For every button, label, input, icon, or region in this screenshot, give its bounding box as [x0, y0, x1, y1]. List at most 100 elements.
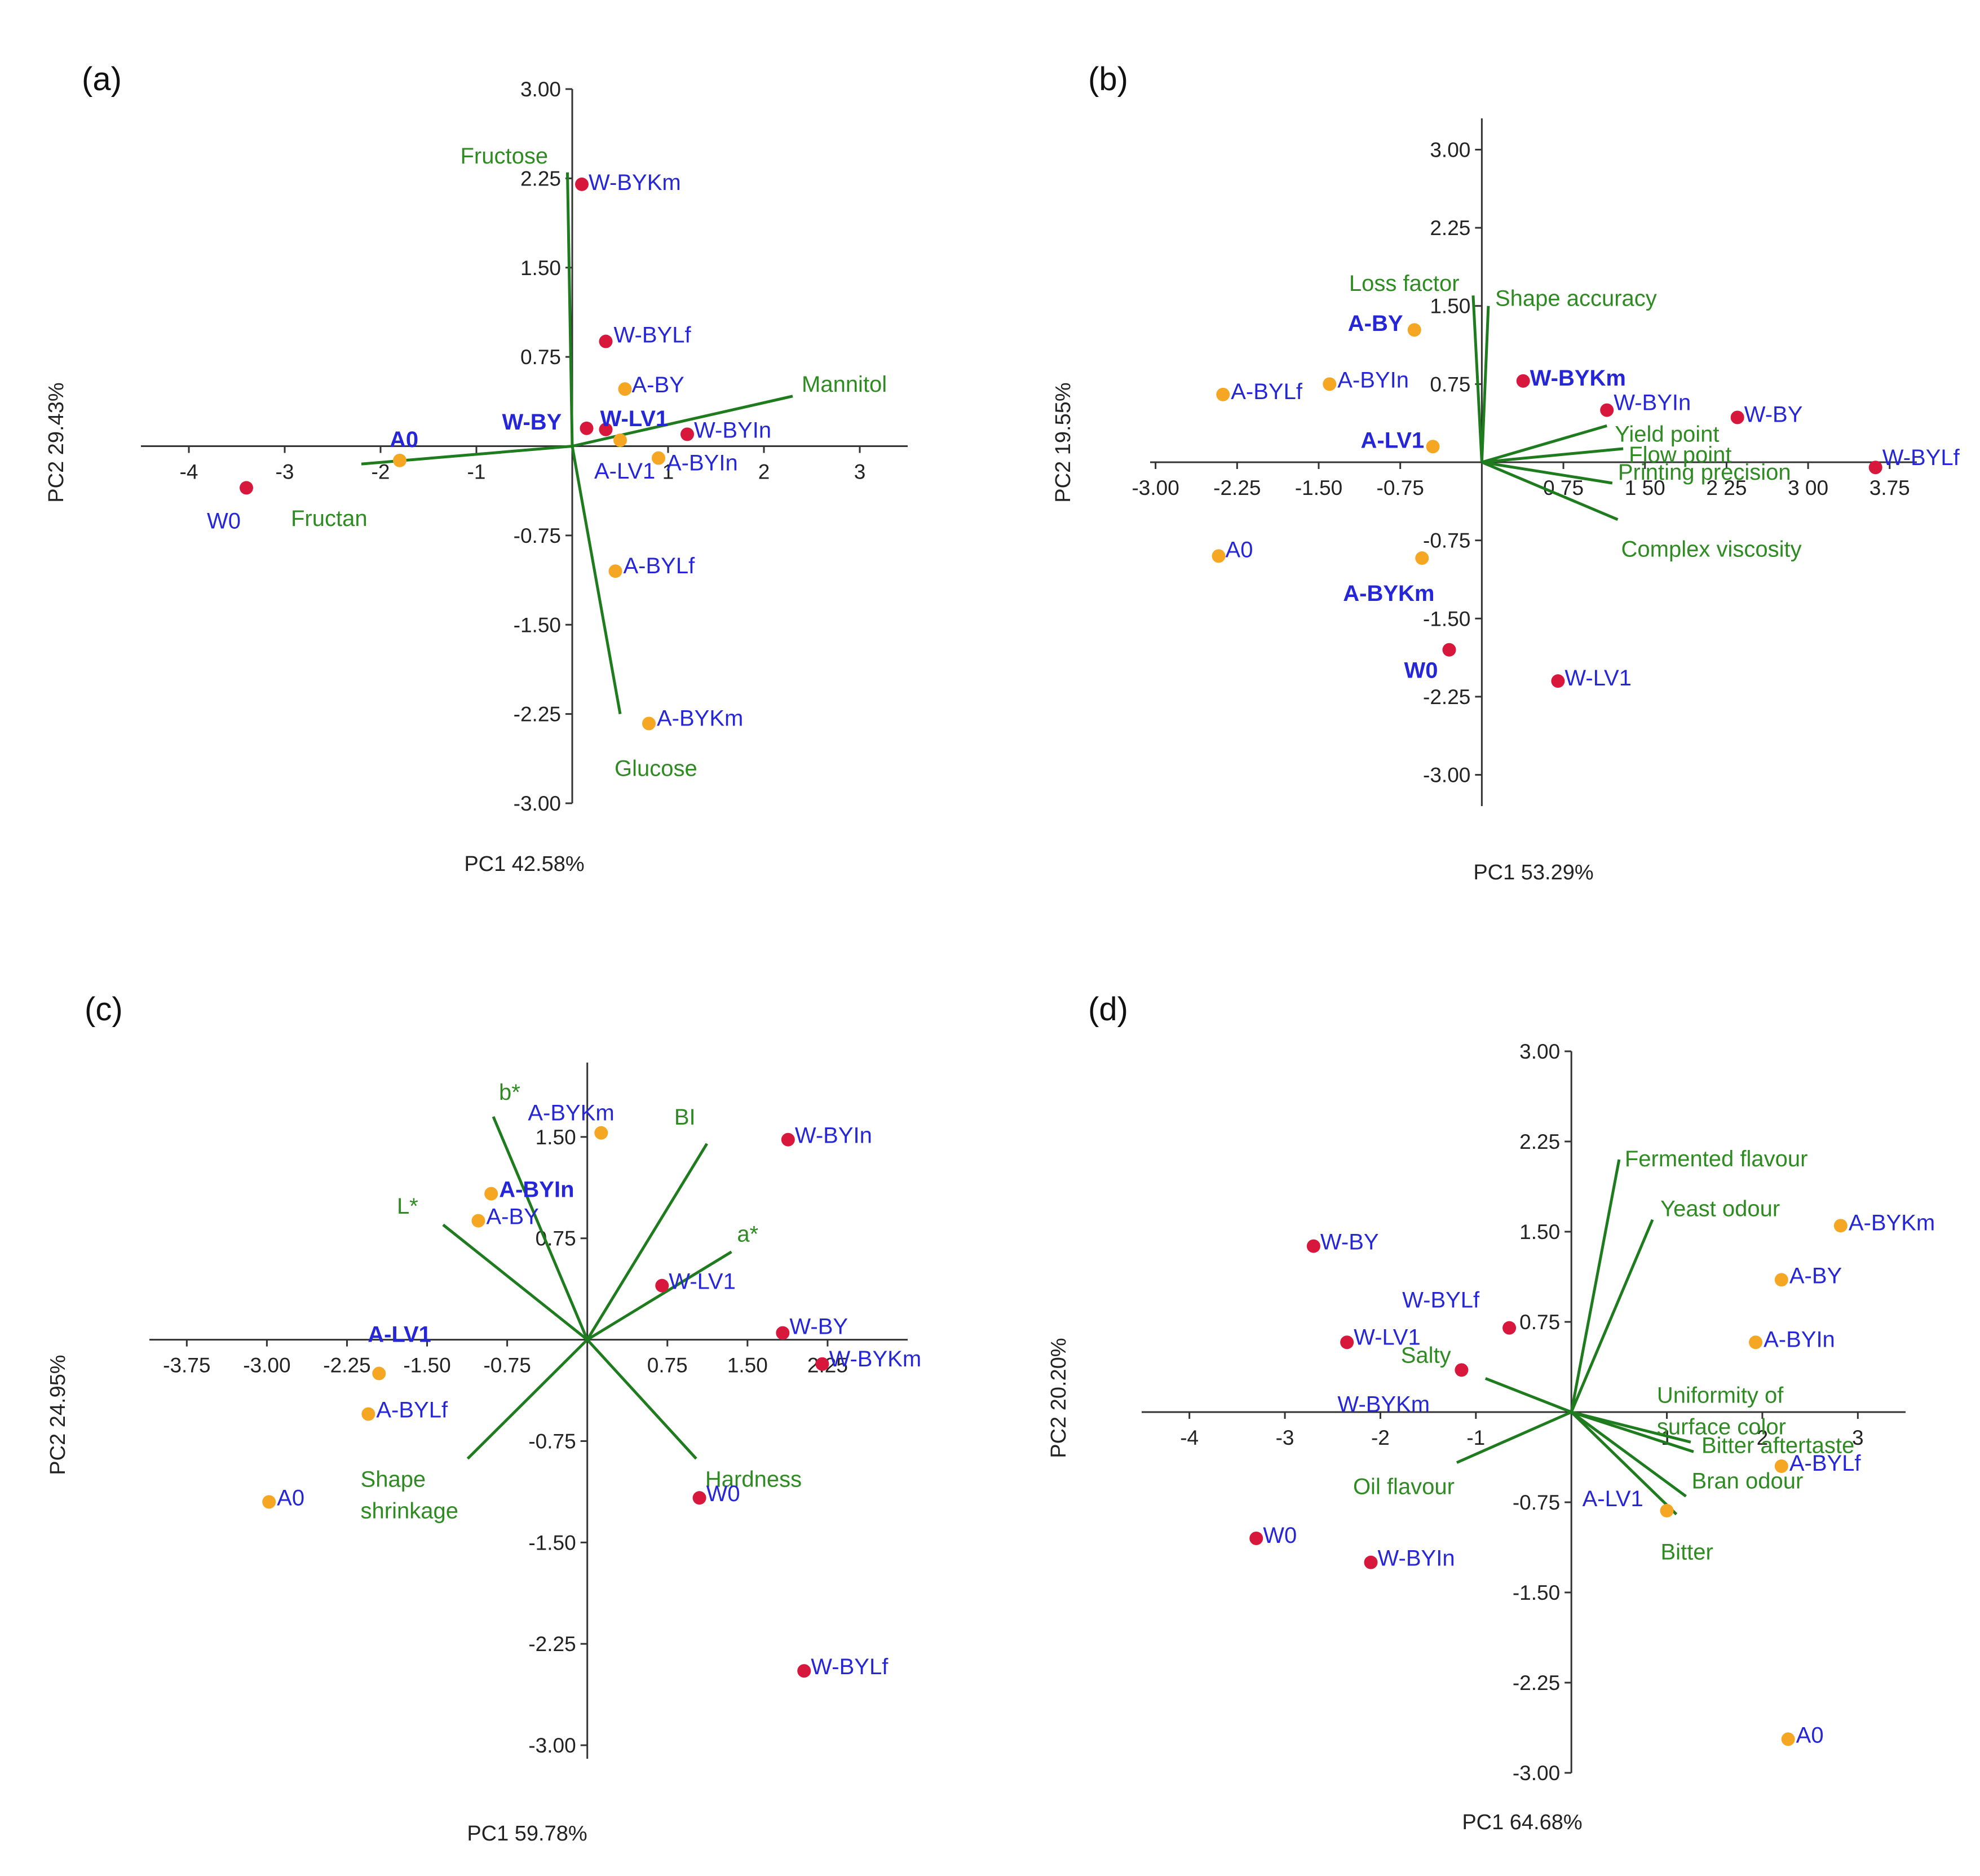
- vector-label: Flow point: [1629, 443, 1731, 467]
- sample-point: [1781, 1732, 1795, 1746]
- sample-point: [1415, 551, 1429, 565]
- panel-label: (a): [82, 61, 122, 98]
- sample-label: W-LV1: [1564, 666, 1632, 691]
- sample-point: [599, 422, 613, 436]
- x-tick-label: -1.50: [1295, 476, 1342, 499]
- sample-point: [1660, 1503, 1674, 1517]
- vector-label: Shape accuracy: [1495, 286, 1657, 311]
- y-tick-label: 1.50: [520, 256, 561, 280]
- loading-vector: [1570, 1219, 1654, 1413]
- sample-label: A-BYKm: [1343, 581, 1434, 606]
- sample-label: W-BYLf: [1882, 445, 1960, 470]
- vector-label: Bitter: [1661, 1539, 1713, 1564]
- sample-label: A-LV1: [594, 459, 655, 484]
- vector-label: Yield point: [1615, 422, 1719, 446]
- vector-label: Bitter aftertaste: [1701, 1433, 1854, 1458]
- sample-point: [361, 1407, 375, 1421]
- sample-point: [1774, 1459, 1788, 1473]
- sample-label: W-LV1: [1354, 1325, 1421, 1350]
- y-tick-label: -2.25: [514, 703, 561, 726]
- x-tick-label: -1: [467, 461, 486, 484]
- vector-label: Glucose: [615, 756, 697, 781]
- sample-label: A-BYIn: [666, 451, 738, 476]
- y-axis-title: PC2 20.20%: [1047, 1338, 1071, 1458]
- sample-point: [599, 334, 613, 348]
- y-tick-label: -2.25: [1513, 1671, 1560, 1694]
- y-tick-label: 3.00: [1519, 1040, 1560, 1063]
- sample-label: A-BYLf: [1789, 1451, 1862, 1476]
- sample-label: W-BYIn: [1614, 391, 1691, 415]
- y-tick-label: 3.00: [1430, 138, 1470, 161]
- panel-b: (b) -3.00 -2.25 -1.50 -0.75 0.75 1 50 2 25 3 00 3…: [1051, 61, 1960, 884]
- sample-point: [575, 177, 589, 191]
- vector-label: Complex viscosity: [1621, 537, 1802, 562]
- x-tick-label: -0.75: [483, 1354, 531, 1377]
- loading-vector: [566, 172, 574, 446]
- y-tick-label: 1.50: [1430, 295, 1470, 318]
- sample-label: W-BY: [1320, 1230, 1379, 1255]
- vector-label: b*: [499, 1080, 520, 1105]
- x-tick-label: -2: [1371, 1426, 1390, 1449]
- sample-label: A-BYIn: [1337, 368, 1409, 392]
- sample-point: [1442, 643, 1456, 657]
- x-tick-label: 3: [1852, 1426, 1864, 1449]
- loading-vector: [1570, 1410, 1687, 1498]
- sample-point: [1868, 461, 1882, 475]
- sample-label: A-BYLf: [376, 1397, 448, 1422]
- x-tick-label: 1 50: [1625, 476, 1665, 499]
- y-tick-label: 1.50: [1519, 1220, 1560, 1244]
- loading-vector: [442, 1223, 589, 1341]
- x-axis-title: PC1 64.68%: [1462, 1811, 1582, 1834]
- vector-label: Oil flavour: [1353, 1475, 1455, 1499]
- loading-vector: [1480, 306, 1490, 463]
- sample-label: A-BYKm: [657, 706, 743, 731]
- y-tick-label: -3.00: [528, 1734, 576, 1757]
- panel-label: (c): [85, 991, 123, 1028]
- y-tick-label: -0.75: [1513, 1491, 1560, 1514]
- sample-label: W-BYIn: [795, 1123, 872, 1148]
- x-tick-label: 1: [662, 461, 674, 484]
- vector-label: Uniformity of surface color: [1657, 1383, 1786, 1439]
- x-tick-label: 2 25: [1706, 476, 1747, 499]
- sample-point: [372, 1366, 386, 1381]
- sample-point: [1551, 674, 1565, 688]
- y-tick-label: -3.00: [514, 792, 561, 815]
- sample-point: [580, 421, 594, 435]
- sample-point: [1364, 1555, 1378, 1569]
- sample-point: [1249, 1532, 1263, 1545]
- y-axis-title: PC2 29.43%: [45, 382, 68, 502]
- sample-label: A-LV1: [1583, 1486, 1643, 1511]
- vector-label: Bran odour: [1691, 1468, 1803, 1493]
- sample-label: W-BYLf: [614, 323, 692, 348]
- loading-vector: [466, 1338, 589, 1460]
- y-tick-label: -3.00: [1513, 1762, 1560, 1785]
- panel-c: (c)-3.75-3.00-2.25-1.50-0.750.751.502.25…: [46, 991, 921, 1846]
- x-tick-label: -3: [1276, 1426, 1294, 1449]
- sample-label: A-BY: [486, 1205, 538, 1229]
- sample-label: A0: [390, 427, 418, 452]
- sample-point: [262, 1495, 276, 1509]
- sample-label: W-BY: [1744, 402, 1803, 427]
- x-tick-label: 1.50: [727, 1354, 768, 1377]
- sample-point: [1455, 1363, 1469, 1377]
- sample-point: [393, 453, 406, 467]
- vector-label: Mannitol: [802, 372, 887, 397]
- sample-point: [1323, 377, 1337, 391]
- loading-vector: [1481, 461, 1613, 485]
- sample-point: [240, 481, 253, 495]
- y-tick-label: 1.50: [536, 1126, 576, 1149]
- x-axis-title: PC1 53.29%: [1473, 861, 1593, 884]
- sample-label: W-BYIn: [694, 418, 771, 443]
- y-tick-label: -1.50: [514, 613, 561, 636]
- sample-point: [1340, 1335, 1354, 1350]
- vector-label: Shape shrinkage: [361, 1467, 458, 1524]
- sample-label: A-LV1: [368, 1322, 431, 1347]
- sample-label: A-BYLf: [624, 554, 696, 578]
- x-tick-label: 2: [758, 461, 770, 484]
- x-tick-label: -3.00: [1132, 476, 1179, 499]
- sample-label: A0: [277, 1485, 304, 1510]
- x-axis-title: PC1 42.58%: [464, 852, 584, 876]
- x-tick-label: -1: [1466, 1426, 1485, 1449]
- sample-point: [1749, 1335, 1763, 1350]
